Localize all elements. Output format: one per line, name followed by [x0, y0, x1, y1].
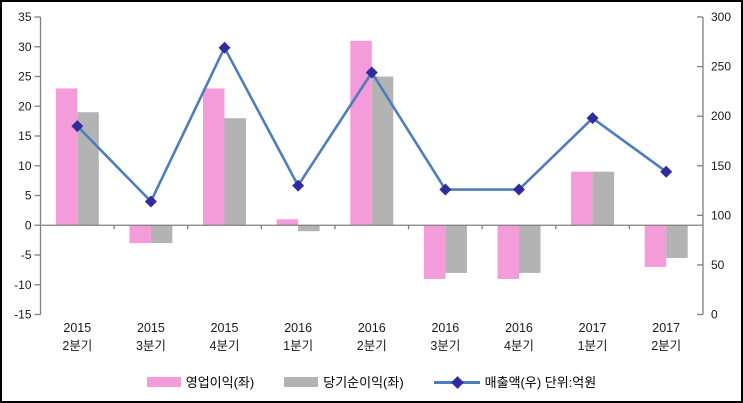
- diamond-marker-icon: [586, 112, 599, 125]
- bar: [150, 225, 173, 244]
- category-label: 2016 4분기: [504, 321, 534, 353]
- bar-series-1: [77, 76, 688, 273]
- bar: [55, 88, 78, 226]
- left-axis: 35 30 25 20 15 10 5 0 -5 -10 -15: [14, 10, 42, 322]
- diamond-marker-icon: [660, 165, 673, 178]
- bar: [298, 225, 320, 232]
- left-axis-tick-label: 15: [18, 129, 32, 143]
- bar: [592, 171, 615, 226]
- right-axis-tick-label: 0: [711, 308, 718, 322]
- bar: [371, 76, 394, 226]
- category-labels: 2015 2분기 2015 3분기 2015 4분기 2016 1분기 2016 2분기 2016 3…: [62, 321, 681, 353]
- bar: [445, 225, 467, 273]
- diamond-marker-icon: [439, 183, 452, 196]
- category-label: 2015 4분기: [210, 321, 240, 353]
- right-axis-tick-label: 300: [711, 10, 731, 24]
- net-income-swatch-icon: [284, 376, 319, 387]
- right-axis-tick-label: 250: [711, 60, 731, 74]
- bar: [644, 225, 667, 267]
- line-series: [71, 41, 673, 208]
- bar: [77, 112, 99, 226]
- bar: [350, 40, 372, 226]
- bar: [203, 88, 225, 226]
- left-axis-tick-label: 35: [18, 10, 32, 24]
- left-axis-tick-label: 20: [18, 99, 32, 113]
- revenue-line-marker-icon: [433, 375, 480, 389]
- category-label: 2017 2분기: [651, 321, 681, 353]
- bar: [423, 225, 446, 279]
- diamond-marker-icon: [144, 195, 157, 208]
- bar: [571, 171, 593, 226]
- legend-item-net-income: 당기순이익(좌): [284, 372, 404, 391]
- diamond-marker-icon: [365, 66, 378, 79]
- bar: [276, 219, 299, 226]
- left-axis-tick-label: -10: [14, 278, 32, 292]
- bar: [497, 225, 519, 279]
- right-axis-tick-label: 50: [711, 258, 725, 272]
- left-axis-tick-label: -5: [21, 248, 32, 262]
- legend-label-revenue: 매출액(우) 단위:억원: [484, 375, 597, 390]
- left-axis-tick-label: 30: [18, 40, 32, 54]
- left-axis-tick-label: 5: [25, 189, 32, 203]
- left-axis-tick-label: 0: [25, 218, 32, 232]
- bar: [224, 118, 246, 226]
- diamond-marker-icon: [512, 183, 525, 196]
- category-label: 2016 1분기: [283, 321, 313, 353]
- category-label: 2015 2분기: [62, 321, 92, 353]
- legend-item-operating-profit: 영업이익(좌): [146, 372, 255, 391]
- right-axis-tick-label: 100: [711, 208, 731, 222]
- right-axis: 300 250 200 150 100 50 0: [697, 10, 731, 322]
- category-label: 2016 3분기: [430, 321, 460, 353]
- category-label: 2015 3분기: [136, 321, 166, 353]
- diamond-marker-icon: [218, 41, 231, 54]
- legend-item-revenue: 매출액(우) 단위:억원: [433, 372, 597, 391]
- bar: [519, 225, 541, 273]
- diamond-marker-icon: [292, 179, 305, 192]
- x-axis: [40, 224, 703, 230]
- right-axis-tick-label: 200: [711, 109, 731, 123]
- bar-series-0: [55, 40, 667, 279]
- diamond-marker-icon: [71, 120, 84, 133]
- left-axis-tick-label: 10: [18, 159, 32, 173]
- operating-profit-swatch-icon: [146, 376, 181, 387]
- left-axis-tick-label: 25: [18, 70, 32, 84]
- legend-label-net-income: 당기순이익(좌): [323, 375, 404, 390]
- legend-label-operating-profit: 영업이익(좌): [185, 375, 255, 390]
- chart-legend: 영업이익(좌) 당기순이익(좌) 매출액(우) 단위:억원: [2, 372, 741, 391]
- right-axis-tick-label: 150: [711, 159, 731, 173]
- left-axis-tick-label: -15: [14, 308, 32, 322]
- bar: [129, 225, 151, 244]
- bar: [666, 225, 688, 258]
- category-label: 2017 1분기: [578, 321, 608, 353]
- category-label: 2016 2분기: [357, 321, 387, 353]
